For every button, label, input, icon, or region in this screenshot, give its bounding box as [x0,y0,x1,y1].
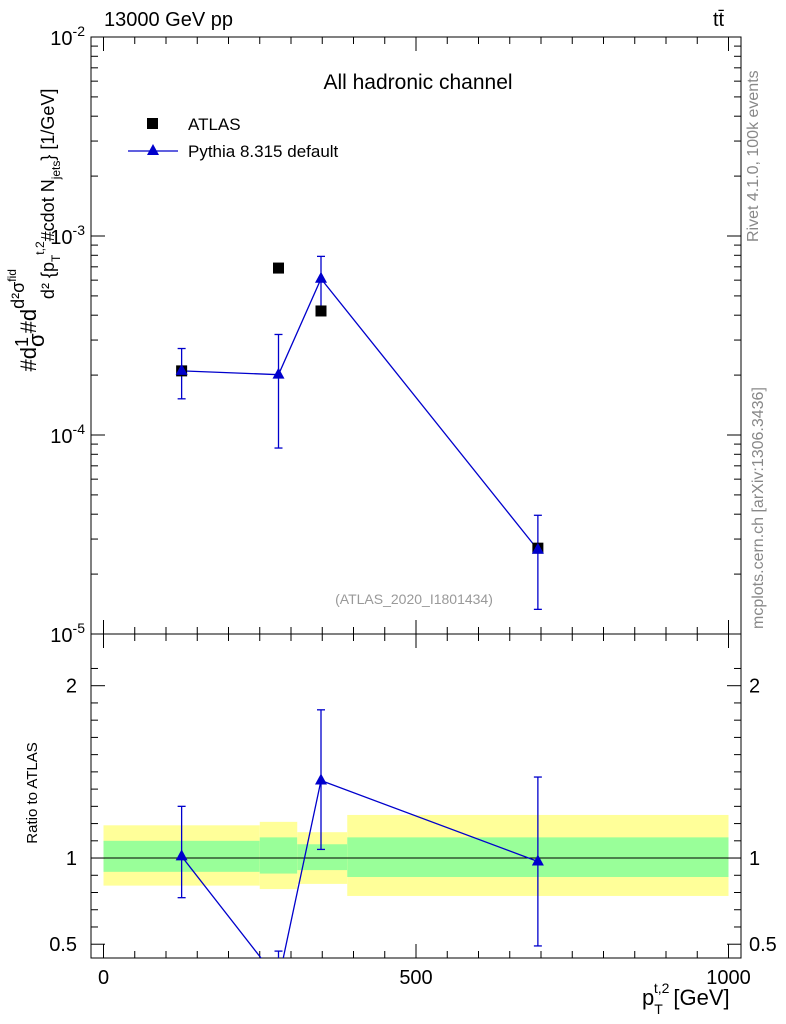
x-tick-label: 1000 [706,967,751,989]
ratio-pythia-point [273,973,285,984]
ratio-pythia-point [315,773,327,785]
atlas-point [315,305,327,317]
pythia-point [175,363,188,375]
panel-title: All hadronic channel [323,71,512,94]
rivet-info: Rivet 4.1.0, 100k events [745,70,762,242]
analysis-tag: (ATLAS_2020_I1801434) [335,591,493,607]
ratio-series-group [175,709,544,984]
x-tick-label: 500 [399,967,432,989]
ratio-y-tick-label: 0.5 [49,934,77,956]
ratio-y-tick-label: 1 [66,848,77,870]
pythia-point [315,271,327,283]
svg-text:pTt,2[GeV]: pTt,2 [GeV] [642,980,730,1017]
pythia-line [181,277,539,551]
ratio-y-axis-label: Ratio to ATLAS [24,742,41,843]
energy-label: 13000 GeV pp [104,9,233,31]
ratio-pythia-point [175,849,188,861]
data-marks [175,255,544,984]
axis-ticks [91,36,741,958]
ratio-y-tick-label-right: 1 [749,848,760,870]
ratio-y-tick-label-right: 2 [749,676,760,698]
ratio-pythia-line [181,779,539,958]
legend: ATLAS Pythia 8.315 default [128,115,339,161]
atlas-point [273,262,284,274]
x-axis-label: pTt,2 [GeV] [642,980,730,1017]
main-y-axis-label: #d1σ#dd²σfid d² {pTt,2#cdot Njets} [1/GeV… [5,89,63,372]
pythia-point [531,542,544,554]
legend-atlas-label: ATLAS [188,115,241,134]
ratio-band-green [259,837,298,874]
main-y-tick-label: 10-5 [50,620,85,647]
ratio-panel-frame [90,633,742,959]
source-info: mcplots.cern.ch [arXiv:1306.3436] [750,387,767,629]
legend-atlas-marker [147,118,158,129]
main-y-tick-label: 10-2 [50,23,85,50]
ratio-band-green [297,844,348,871]
pythia-point [272,367,285,379]
process-label: tt̄ [713,9,725,31]
main-y-tick-label: 10-4 [50,421,85,448]
x-tick-label: 0 [98,967,109,989]
ratio-y-tick-label-right: 0.5 [749,934,777,956]
legend-pythia-marker [147,144,159,155]
legend-pythia-label: Pythia 8.315 default [188,142,339,161]
ratio-pythia-point [531,854,544,866]
ratio-y-tick-label: 2 [66,676,77,698]
ratio-uncertainty-bands [91,814,741,896]
